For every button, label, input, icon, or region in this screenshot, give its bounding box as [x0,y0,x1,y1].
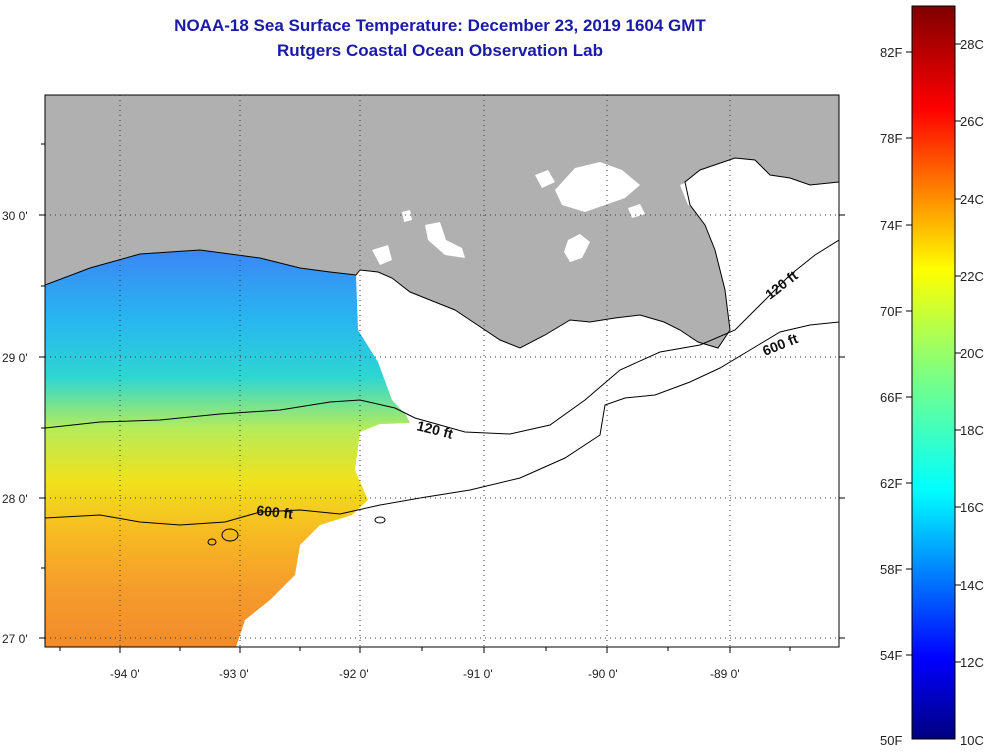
sst-data-region [45,250,410,647]
colorbar-f-label: 74F [880,218,902,233]
colorbar-c-label: 24C [960,192,984,207]
lon-tick-label: -93 0' [219,667,249,681]
colorbar-ticks [906,43,961,663]
lat-tick-label: 29 0' [2,351,28,365]
map-border [44,94,840,648]
lat-tick-label: 27 0' [2,632,28,646]
lat-tick-label: 28 0' [2,492,28,506]
colorbar-c-label: 14C [960,578,984,593]
colorbar-f-label: 82F [880,45,902,60]
isobath-120ft [45,239,839,435]
colorbar-c-label: 20C [960,346,984,361]
lake [680,168,760,212]
lon-tick-label: -92 0' [339,667,369,681]
lake [425,222,465,258]
colorbar-f-label: 50F [880,733,902,748]
colorbar-f-label: 62F [880,476,902,491]
land-mass [45,95,839,348]
colorbar-c-label: 12C [960,655,984,670]
colorbar [911,5,956,740]
colorbar-c-label: 22C [960,269,984,284]
lake [372,245,392,265]
lake [564,234,590,262]
colorbar-f-label: 66F [880,390,902,405]
lon-tick-label: -91 0' [463,667,493,681]
coastline [45,157,839,349]
lon-tick-label: -94 0' [110,667,140,681]
isobath-closed [207,538,217,546]
lon-tick-label: -89 0' [710,667,740,681]
isobath-600ft [45,321,839,526]
colorbar-c-label: 18C [960,423,984,438]
isobath-closed [374,516,386,524]
lat-tick-label: 30 0' [2,209,28,223]
map-subtitle: Rutgers Coastal Ocean Observation Lab [277,41,603,60]
colorbar-c-label: 28C [960,37,984,52]
lake [555,162,640,212]
map-title: NOAA-18 Sea Surface Temperature: Decembe… [174,16,706,35]
colorbar-c-label: 10C [960,733,984,748]
graticule [45,95,839,647]
colorbar-f-label: 70F [880,304,902,319]
contour-label: 600 ft [256,502,294,522]
axis-ticks [39,143,845,653]
colorbar-f-label: 58F [880,562,902,577]
colorbar-f-label: 54F [880,648,902,663]
colorbar-f-label: 78F [880,131,902,146]
lake [402,210,412,222]
colorbar-c-label: 26C [960,114,984,129]
lake [535,170,555,188]
colorbar-c-label: 16C [960,500,984,515]
isobath-closed [221,528,239,542]
lon-tick-label: -90 0' [588,667,618,681]
